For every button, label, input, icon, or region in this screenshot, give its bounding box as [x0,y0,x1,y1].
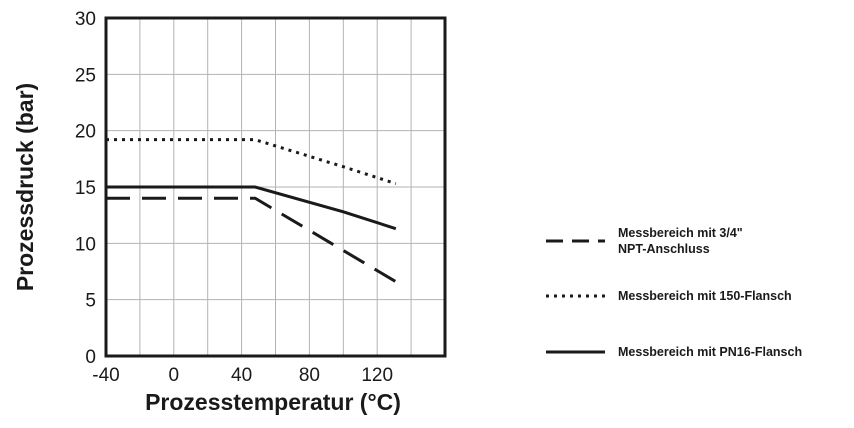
y-axis-title: Prozessdruck (bar) [12,83,38,291]
x-tick-label: 80 [299,365,320,386]
x-tick-label: 120 [361,365,393,386]
legend-label: Messbereich mit 150-Flansch [618,289,792,303]
series-line-solid [106,185,397,231]
y-tick-label: 0 [85,347,96,368]
y-tick-label: 20 [75,122,96,143]
x-tick-label: -40 [92,365,119,386]
series-line-dashed [106,196,397,283]
x-tick-label: 0 [169,365,180,386]
legend: Messbereich mit 3/4" NPT-Anschluss Messber… [546,226,802,359]
legend-label: NPT-Anschluss [618,242,710,256]
y-tick-label: 10 [75,234,96,255]
x-tick-label: 40 [231,365,252,386]
y-tick-label: 5 [85,291,96,312]
series-line-dotted [106,138,397,186]
plot-frame [104,16,447,358]
x-axis-title: Prozesstemperatur (°C) [145,389,401,415]
y-tick-label: 25 [75,65,96,86]
legend-label: Messbereich mit PN16-Flansch [618,345,802,359]
series-lines [106,138,397,283]
legend-label: Messbereich mit 3/4" [618,226,743,240]
y-tick-label: 30 [75,9,96,30]
y-tick-label: 15 [75,178,96,199]
